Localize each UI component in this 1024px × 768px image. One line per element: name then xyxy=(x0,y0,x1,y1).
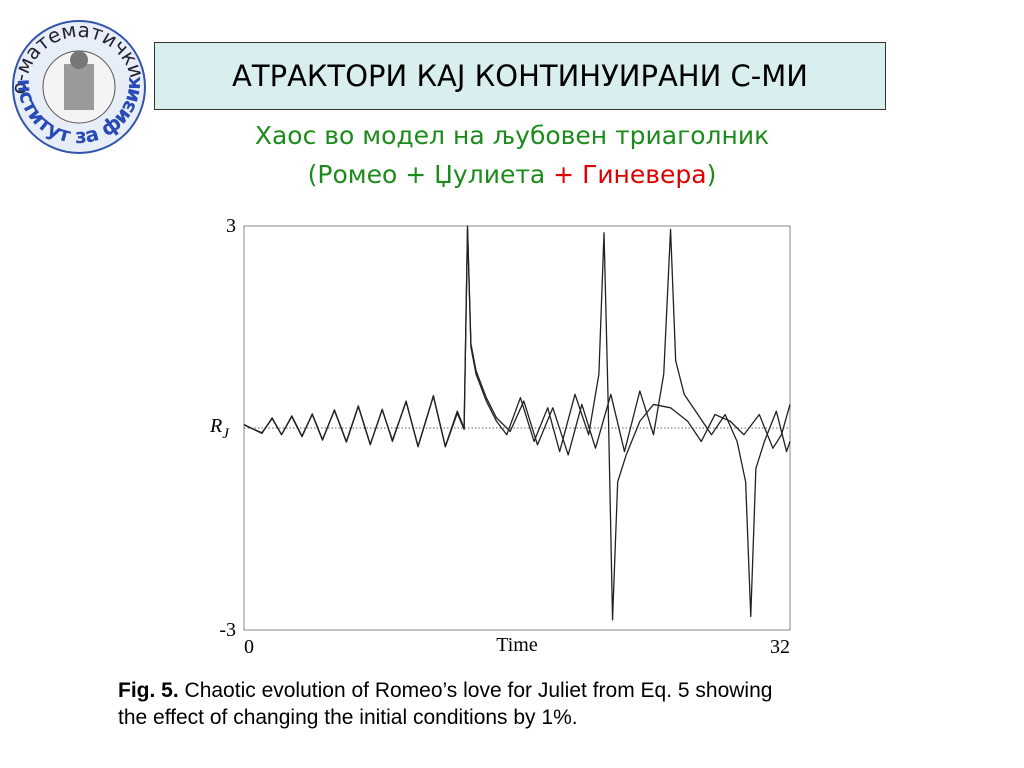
logo-head xyxy=(70,51,88,69)
subtitle-start: (Ромео + Џулиета xyxy=(307,160,546,189)
subtitle-highlight: + Гиневера xyxy=(553,160,707,189)
subtitle-line2: (Ромео + Џулиета + Гиневера) xyxy=(0,160,1024,189)
reference-label-sub: J xyxy=(222,426,230,442)
x-tick-label: 32 xyxy=(770,636,790,658)
reference-label-main: R xyxy=(209,415,222,437)
x-tick-label: 0 xyxy=(244,636,254,658)
title-box: АТРАКТОРИ КАЈ КОНТИНУИРАНИ С-МИ xyxy=(154,42,886,110)
reference-label: RJ xyxy=(209,415,230,442)
subtitle-end: ) xyxy=(706,160,717,189)
x-axis-label: Time xyxy=(496,634,538,656)
caption-text1: Chaotic evolution of Romeo’s love for Ju… xyxy=(184,679,773,702)
caption: Fig. 5. Chaotic evolution of Romeo’s lov… xyxy=(118,677,772,731)
y-tick-label: -3 xyxy=(219,619,236,641)
logo: Природно-математички факултет Институт з… xyxy=(4,12,151,154)
series-line xyxy=(243,225,791,621)
subtitle-line1: Хаос во модел на љубовен триаголник xyxy=(254,121,770,150)
caption-text2: the effect of changing the initial condi… xyxy=(118,706,578,729)
y-tick-label: 3 xyxy=(226,215,236,237)
logo-figure xyxy=(64,64,94,110)
series-line xyxy=(243,228,791,618)
caption-line1: Fig. 5. Chaotic evolution of Romeo’s lov… xyxy=(118,677,772,704)
caption-label: Fig. 5. xyxy=(118,679,179,702)
slide-title: АТРАКТОРИ КАЈ КОНТИНУИРАНИ С-МИ xyxy=(232,59,808,93)
